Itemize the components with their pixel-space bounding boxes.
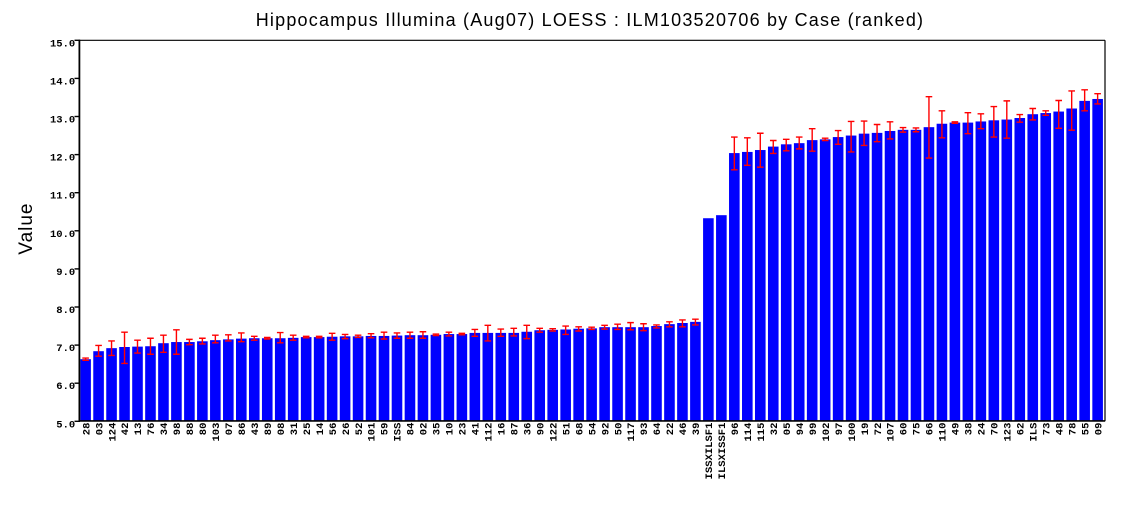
- svg-text:73: 73: [1041, 423, 1053, 436]
- svg-text:ISSXILSF1: ISSXILSF1: [704, 423, 716, 480]
- svg-text:23: 23: [458, 423, 470, 436]
- svg-text:03: 03: [94, 423, 106, 436]
- svg-text:Hippocampus Illumina (Aug07) L: Hippocampus Illumina (Aug07) LOESS : ILM…: [256, 10, 925, 30]
- svg-text:107: 107: [886, 423, 898, 442]
- svg-text:42: 42: [120, 423, 132, 436]
- svg-text:13: 13: [133, 423, 145, 436]
- svg-text:22: 22: [665, 423, 677, 436]
- svg-text:31: 31: [289, 423, 301, 436]
- svg-text:55: 55: [1080, 423, 1092, 436]
- svg-text:59: 59: [380, 423, 392, 436]
- svg-text:41: 41: [471, 423, 483, 436]
- svg-text:46: 46: [678, 423, 690, 436]
- svg-text:102: 102: [821, 423, 833, 442]
- svg-text:05: 05: [782, 423, 794, 436]
- svg-text:84: 84: [406, 423, 418, 436]
- svg-text:51: 51: [561, 423, 573, 436]
- svg-text:10: 10: [445, 423, 457, 436]
- svg-text:26: 26: [341, 423, 353, 436]
- svg-text:70: 70: [990, 423, 1002, 436]
- svg-text:117: 117: [626, 423, 638, 442]
- svg-text:14: 14: [315, 423, 327, 436]
- svg-text:ILSXISSF1: ILSXISSF1: [717, 423, 729, 480]
- svg-text:103: 103: [211, 423, 223, 442]
- svg-text:68: 68: [574, 423, 586, 436]
- svg-text:122: 122: [548, 423, 560, 442]
- svg-text:39: 39: [691, 423, 703, 436]
- svg-text:09: 09: [1093, 423, 1105, 436]
- svg-text:124: 124: [107, 423, 119, 442]
- svg-text:7.0: 7.0: [56, 343, 75, 355]
- svg-text:25: 25: [302, 423, 314, 436]
- svg-text:10.0: 10.0: [50, 229, 75, 241]
- svg-text:56: 56: [328, 423, 340, 436]
- svg-text:36: 36: [522, 423, 534, 436]
- svg-text:13.0: 13.0: [50, 115, 75, 127]
- svg-text:89: 89: [263, 423, 275, 436]
- svg-text:90: 90: [535, 423, 547, 436]
- svg-text:94: 94: [795, 423, 807, 436]
- svg-text:76: 76: [146, 423, 158, 436]
- svg-text:96: 96: [730, 423, 742, 436]
- svg-text:60: 60: [899, 423, 911, 436]
- svg-text:28: 28: [81, 423, 93, 436]
- svg-text:98: 98: [172, 423, 184, 436]
- svg-text:99: 99: [808, 423, 820, 436]
- svg-text:72: 72: [873, 423, 885, 436]
- svg-text:75: 75: [912, 423, 924, 436]
- svg-text:101: 101: [367, 423, 379, 442]
- svg-text:08: 08: [276, 423, 288, 436]
- svg-text:8.0: 8.0: [56, 305, 75, 317]
- svg-text:Value: Value: [16, 203, 37, 255]
- svg-text:14.0: 14.0: [50, 76, 75, 88]
- svg-text:ILS: ILS: [1028, 423, 1040, 442]
- svg-text:78: 78: [1067, 423, 1079, 436]
- svg-text:97: 97: [834, 423, 846, 436]
- svg-text:115: 115: [756, 423, 768, 442]
- svg-text:50: 50: [613, 423, 625, 436]
- svg-text:02: 02: [419, 423, 431, 436]
- svg-text:43: 43: [250, 423, 262, 436]
- svg-text:16: 16: [496, 423, 508, 436]
- svg-text:64: 64: [652, 423, 664, 436]
- svg-text:62: 62: [1015, 423, 1027, 436]
- svg-text:52: 52: [354, 423, 366, 436]
- svg-text:12.0: 12.0: [50, 153, 75, 165]
- svg-text:48: 48: [1054, 423, 1066, 436]
- svg-text:87: 87: [509, 423, 521, 436]
- svg-text:24: 24: [977, 423, 989, 436]
- svg-text:11.0: 11.0: [50, 191, 75, 203]
- svg-text:ISS: ISS: [393, 423, 405, 442]
- svg-text:123: 123: [1003, 423, 1015, 442]
- svg-text:54: 54: [587, 423, 599, 436]
- svg-text:34: 34: [159, 423, 171, 436]
- svg-text:80: 80: [198, 423, 210, 436]
- svg-text:86: 86: [237, 423, 249, 436]
- svg-text:110: 110: [938, 423, 950, 442]
- svg-text:32: 32: [769, 423, 781, 436]
- svg-text:07: 07: [224, 423, 236, 436]
- svg-text:19: 19: [860, 423, 872, 436]
- svg-text:88: 88: [185, 423, 197, 436]
- svg-text:66: 66: [925, 423, 937, 436]
- svg-text:49: 49: [951, 423, 963, 436]
- svg-text:5.0: 5.0: [56, 419, 75, 431]
- svg-text:114: 114: [743, 423, 755, 442]
- svg-text:6.0: 6.0: [56, 381, 75, 393]
- svg-text:112: 112: [484, 423, 496, 442]
- svg-text:35: 35: [432, 423, 444, 436]
- svg-text:92: 92: [600, 423, 612, 436]
- svg-text:9.0: 9.0: [56, 267, 75, 279]
- svg-text:38: 38: [964, 423, 976, 436]
- svg-text:93: 93: [639, 423, 651, 436]
- svg-text:100: 100: [847, 423, 859, 442]
- svg-text:15.0: 15.0: [50, 38, 75, 50]
